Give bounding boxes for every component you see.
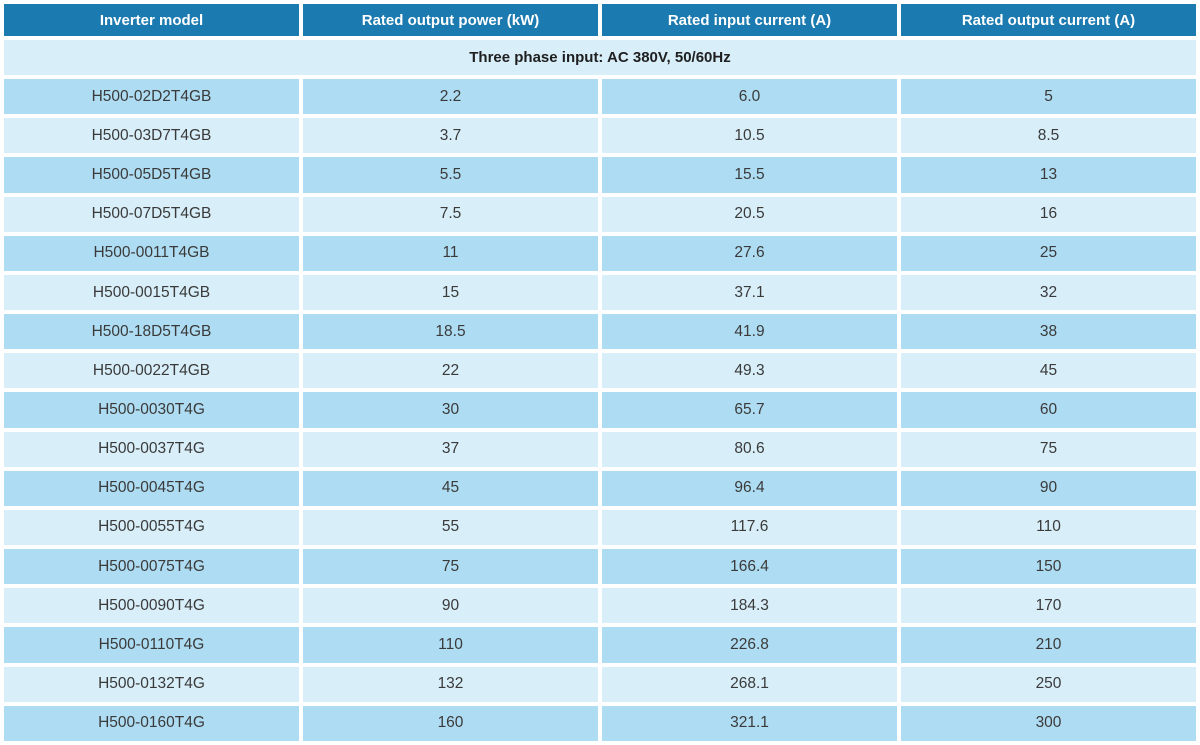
table-row: H500-0045T4G 45 96.4 90 bbox=[4, 470, 1196, 506]
cell-rated-output-current: 5 bbox=[901, 79, 1196, 115]
cell-rated-output-power: 160 bbox=[303, 705, 598, 741]
cell-rated-output-power: 30 bbox=[303, 392, 598, 428]
cell-rated-output-power: 11 bbox=[303, 235, 598, 271]
cell-rated-input-current: 80.6 bbox=[602, 431, 897, 467]
cell-rated-input-current: 166.4 bbox=[602, 549, 897, 585]
cell-rated-output-power: 2.2 bbox=[303, 79, 598, 115]
cell-rated-output-power: 18.5 bbox=[303, 314, 598, 350]
table-row: H500-0011T4GB 11 27.6 25 bbox=[4, 235, 1196, 271]
cell-inverter-model: H500-0110T4G bbox=[4, 627, 299, 663]
table-header-row: Inverter model Rated output power (kW) R… bbox=[4, 4, 1196, 36]
table-body: Three phase input: AC 380V, 50/60Hz H500… bbox=[4, 40, 1196, 741]
cell-rated-input-current: 65.7 bbox=[602, 392, 897, 428]
cell-rated-output-current: 75 bbox=[901, 431, 1196, 467]
cell-rated-output-current: 210 bbox=[901, 627, 1196, 663]
cell-rated-input-current: 117.6 bbox=[602, 509, 897, 546]
cell-rated-output-power: 90 bbox=[303, 588, 598, 624]
cell-rated-output-current: 25 bbox=[901, 235, 1196, 271]
cell-inverter-model: H500-02D2T4GB bbox=[4, 79, 299, 115]
cell-rated-output-current: 300 bbox=[901, 705, 1196, 741]
cell-rated-output-power: 55 bbox=[303, 509, 598, 546]
table-row: H500-02D2T4GB 2.2 6.0 5 bbox=[4, 79, 1196, 115]
cell-rated-input-current: 27.6 bbox=[602, 235, 897, 271]
cell-rated-input-current: 10.5 bbox=[602, 118, 897, 154]
cell-inverter-model: H500-0037T4G bbox=[4, 431, 299, 467]
cell-rated-output-current: 16 bbox=[901, 196, 1196, 232]
column-header-inverter-model: Inverter model bbox=[4, 4, 299, 36]
cell-rated-input-current: 6.0 bbox=[602, 79, 897, 115]
table-row: H500-0075T4G 75 166.4 150 bbox=[4, 549, 1196, 585]
cell-rated-input-current: 184.3 bbox=[602, 588, 897, 624]
cell-inverter-model: H500-0045T4G bbox=[4, 470, 299, 506]
table-row: H500-05D5T4GB 5.5 15.5 13 bbox=[4, 157, 1196, 193]
table-row: H500-0037T4G 37 80.6 75 bbox=[4, 431, 1196, 467]
cell-inverter-model: H500-0160T4G bbox=[4, 705, 299, 741]
table-row: H500-18D5T4GB 18.5 41.9 38 bbox=[4, 314, 1196, 350]
cell-rated-output-current: 150 bbox=[901, 549, 1196, 585]
table-row: H500-0090T4G 90 184.3 170 bbox=[4, 588, 1196, 624]
table-row: H500-0160T4G 160 321.1 300 bbox=[4, 705, 1196, 741]
cell-rated-output-current: 110 bbox=[901, 509, 1196, 546]
column-header-rated-input-current: Rated input current (A) bbox=[602, 4, 897, 36]
cell-rated-output-current: 8.5 bbox=[901, 118, 1196, 154]
column-header-rated-output-power: Rated output power (kW) bbox=[303, 4, 598, 36]
cell-rated-input-current: 96.4 bbox=[602, 470, 897, 506]
cell-rated-output-power: 22 bbox=[303, 353, 598, 389]
cell-rated-output-power: 132 bbox=[303, 666, 598, 702]
cell-inverter-model: H500-0075T4G bbox=[4, 549, 299, 585]
section-header-row: Three phase input: AC 380V, 50/60Hz bbox=[4, 40, 1196, 76]
table-row: H500-0022T4GB 22 49.3 45 bbox=[4, 353, 1196, 389]
table-row: H500-0015T4GB 15 37.1 32 bbox=[4, 274, 1196, 311]
cell-rated-output-current: 60 bbox=[901, 392, 1196, 428]
cell-inverter-model: H500-0022T4GB bbox=[4, 353, 299, 389]
cell-inverter-model: H500-05D5T4GB bbox=[4, 157, 299, 193]
cell-rated-output-current: 250 bbox=[901, 666, 1196, 702]
cell-rated-input-current: 41.9 bbox=[602, 314, 897, 350]
table-row: H500-07D5T4GB 7.5 20.5 16 bbox=[4, 196, 1196, 232]
cell-rated-output-current: 170 bbox=[901, 588, 1196, 624]
cell-rated-output-power: 3.7 bbox=[303, 118, 598, 154]
cell-rated-output-power: 75 bbox=[303, 549, 598, 585]
table-row: H500-0055T4G 55 117.6 110 bbox=[4, 509, 1196, 546]
table-row: H500-0132T4G 132 268.1 250 bbox=[4, 666, 1196, 702]
cell-rated-input-current: 15.5 bbox=[602, 157, 897, 193]
cell-inverter-model: H500-0011T4GB bbox=[4, 235, 299, 271]
cell-rated-output-power: 37 bbox=[303, 431, 598, 467]
cell-inverter-model: H500-0055T4G bbox=[4, 509, 299, 546]
cell-inverter-model: H500-18D5T4GB bbox=[4, 314, 299, 350]
table-row: H500-0030T4G 30 65.7 60 bbox=[4, 392, 1196, 428]
cell-rated-output-current: 38 bbox=[901, 314, 1196, 350]
cell-inverter-model: H500-0015T4GB bbox=[4, 274, 299, 311]
column-header-rated-output-current: Rated output current (A) bbox=[901, 4, 1196, 36]
cell-rated-input-current: 20.5 bbox=[602, 196, 897, 232]
cell-inverter-model: H500-0030T4G bbox=[4, 392, 299, 428]
cell-rated-output-power: 7.5 bbox=[303, 196, 598, 232]
cell-rated-input-current: 268.1 bbox=[602, 666, 897, 702]
cell-rated-output-current: 45 bbox=[901, 353, 1196, 389]
cell-rated-input-current: 321.1 bbox=[602, 705, 897, 741]
cell-rated-output-current: 32 bbox=[901, 274, 1196, 311]
table-row: H500-03D7T4GB 3.7 10.5 8.5 bbox=[4, 118, 1196, 154]
table-row: H500-0110T4G 110 226.8 210 bbox=[4, 627, 1196, 663]
cell-rated-output-power: 15 bbox=[303, 274, 598, 311]
cell-rated-output-current: 90 bbox=[901, 470, 1196, 506]
cell-rated-output-power: 5.5 bbox=[303, 157, 598, 193]
cell-inverter-model: H500-03D7T4GB bbox=[4, 118, 299, 154]
cell-rated-input-current: 49.3 bbox=[602, 353, 897, 389]
cell-inverter-model: H500-07D5T4GB bbox=[4, 196, 299, 232]
cell-inverter-model: H500-0090T4G bbox=[4, 588, 299, 624]
section-header-label: Three phase input: AC 380V, 50/60Hz bbox=[4, 40, 1196, 76]
cell-rated-output-current: 13 bbox=[901, 157, 1196, 193]
cell-rated-input-current: 37.1 bbox=[602, 274, 897, 311]
cell-rated-output-power: 110 bbox=[303, 627, 598, 663]
cell-rated-output-power: 45 bbox=[303, 470, 598, 506]
cell-rated-input-current: 226.8 bbox=[602, 627, 897, 663]
cell-inverter-model: H500-0132T4G bbox=[4, 666, 299, 702]
